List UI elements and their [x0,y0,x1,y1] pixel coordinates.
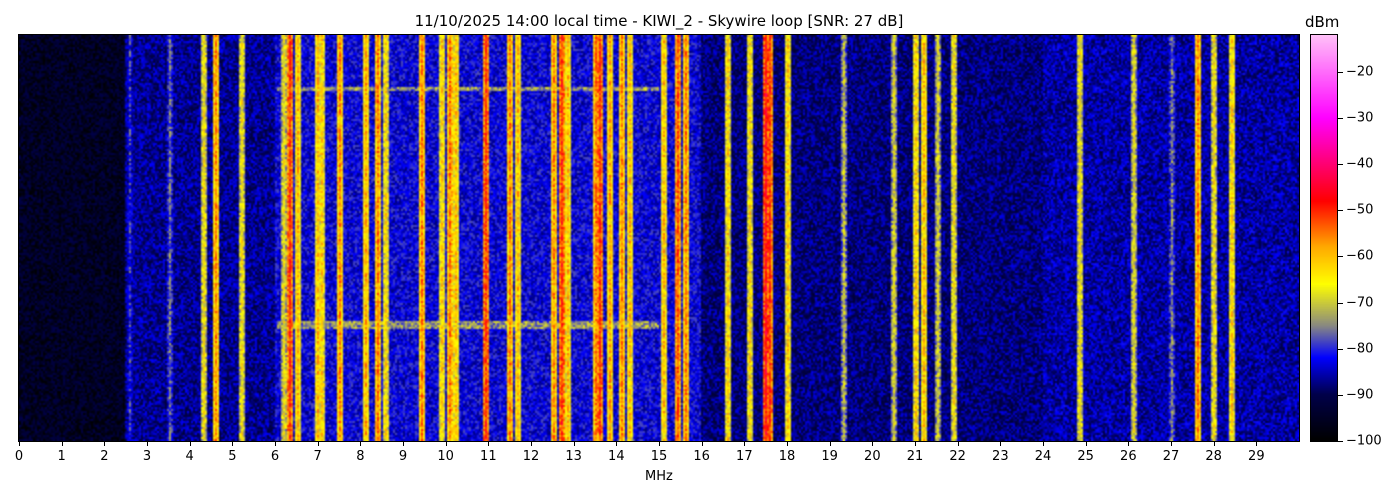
colorbar-tick [1338,210,1343,212]
x-tick-label: 17 [736,449,753,464]
x-tick-label: 11 [480,449,497,464]
x-tick [531,441,532,446]
x-tick [829,441,831,446]
x-tick-label: 5 [228,449,237,464]
x-tick [19,441,20,446]
x-tick [915,441,916,446]
colorbar-tick-label: −30 [1346,110,1374,126]
x-tick [317,441,319,446]
x-tick-label: 1 [57,449,66,464]
x-tick-label: 6 [270,449,280,464]
colorbar-tick [1338,256,1343,258]
x-tick [360,441,362,446]
x-tick [275,441,276,446]
colorbar-label: dBm [1305,13,1340,31]
x-tick [1171,441,1172,446]
chart-title: 11/10/2025 14:00 local time - KIWI_2 - S… [414,12,904,30]
colorbar-tick-label: −70 [1346,295,1374,311]
x-tick [445,441,447,446]
x-tick-label: 9 [398,449,408,464]
x-tick-label: 19 [821,449,838,464]
x-tick-label: 24 [1034,449,1052,464]
x-tick [872,441,874,446]
x-tick-label: 25 [1077,449,1094,464]
colorbar-tick-label: −50 [1346,202,1374,218]
x-tick [1043,441,1044,446]
x-tick-label: 2 [100,449,109,464]
x-tick-label: 0 [14,449,24,464]
x-tick [1256,441,1258,446]
x-tick-label: 7 [313,449,322,464]
x-tick [61,441,63,446]
x-tick-label: 20 [864,449,881,464]
x-tick [787,441,788,446]
x-tick-label: 13 [565,449,582,464]
colorbar-tick [1338,394,1343,396]
x-tick-label: 29 [1248,449,1265,464]
spectrogram-heatmap [18,34,1300,442]
x-tick [957,441,959,446]
x-tick-label: 10 [437,449,454,464]
x-tick-label: 22 [949,449,966,464]
colorbar-tick-label: −80 [1346,341,1374,357]
colorbar-tick [1338,441,1343,442]
x-tick [1085,441,1087,446]
x-tick-label: 3 [142,449,152,464]
x-tick-label: 8 [356,449,365,464]
x-tick [232,441,234,446]
colorbar-tick-label: −40 [1346,156,1374,172]
x-tick-label: 28 [1205,449,1222,464]
x-tick [488,441,490,446]
x-tick-label: 26 [1120,449,1137,464]
x-tick [701,441,703,446]
x-tick [1213,441,1215,446]
x-tick [744,441,746,446]
x-tick-label: 23 [992,449,1009,464]
colorbar-tick [1338,302,1343,304]
colorbar-tick-label: −100 [1346,433,1382,449]
colorbar-tick-label: −20 [1346,64,1374,80]
colorbar-tick-label: −60 [1346,248,1374,264]
x-tick-label: 12 [522,449,540,464]
x-tick [403,441,404,446]
x-tick-label: 18 [778,449,796,464]
x-tick-label: 4 [185,449,194,464]
colorbar-tick-label: −90 [1346,387,1374,403]
colorbar-tick [1338,348,1343,350]
x-tick-label: 15 [650,449,668,464]
x-axis-label: MHz [645,469,673,484]
x-tick [659,441,660,446]
x-tick-label: 27 [1162,449,1180,464]
x-tick [147,441,148,446]
x-tick-label: 16 [693,449,710,464]
x-tick-label: 21 [906,449,924,464]
colorbar-tick [1338,164,1343,166]
colorbar-tick [1338,118,1343,120]
x-tick-label: 14 [608,449,625,464]
x-tick [104,441,106,446]
x-tick [189,441,191,446]
colorbar [1310,34,1338,442]
x-tick [573,441,575,446]
colorbar-tick [1338,71,1343,73]
x-tick [616,441,618,446]
x-tick [1128,441,1130,446]
x-tick [1000,441,1002,446]
